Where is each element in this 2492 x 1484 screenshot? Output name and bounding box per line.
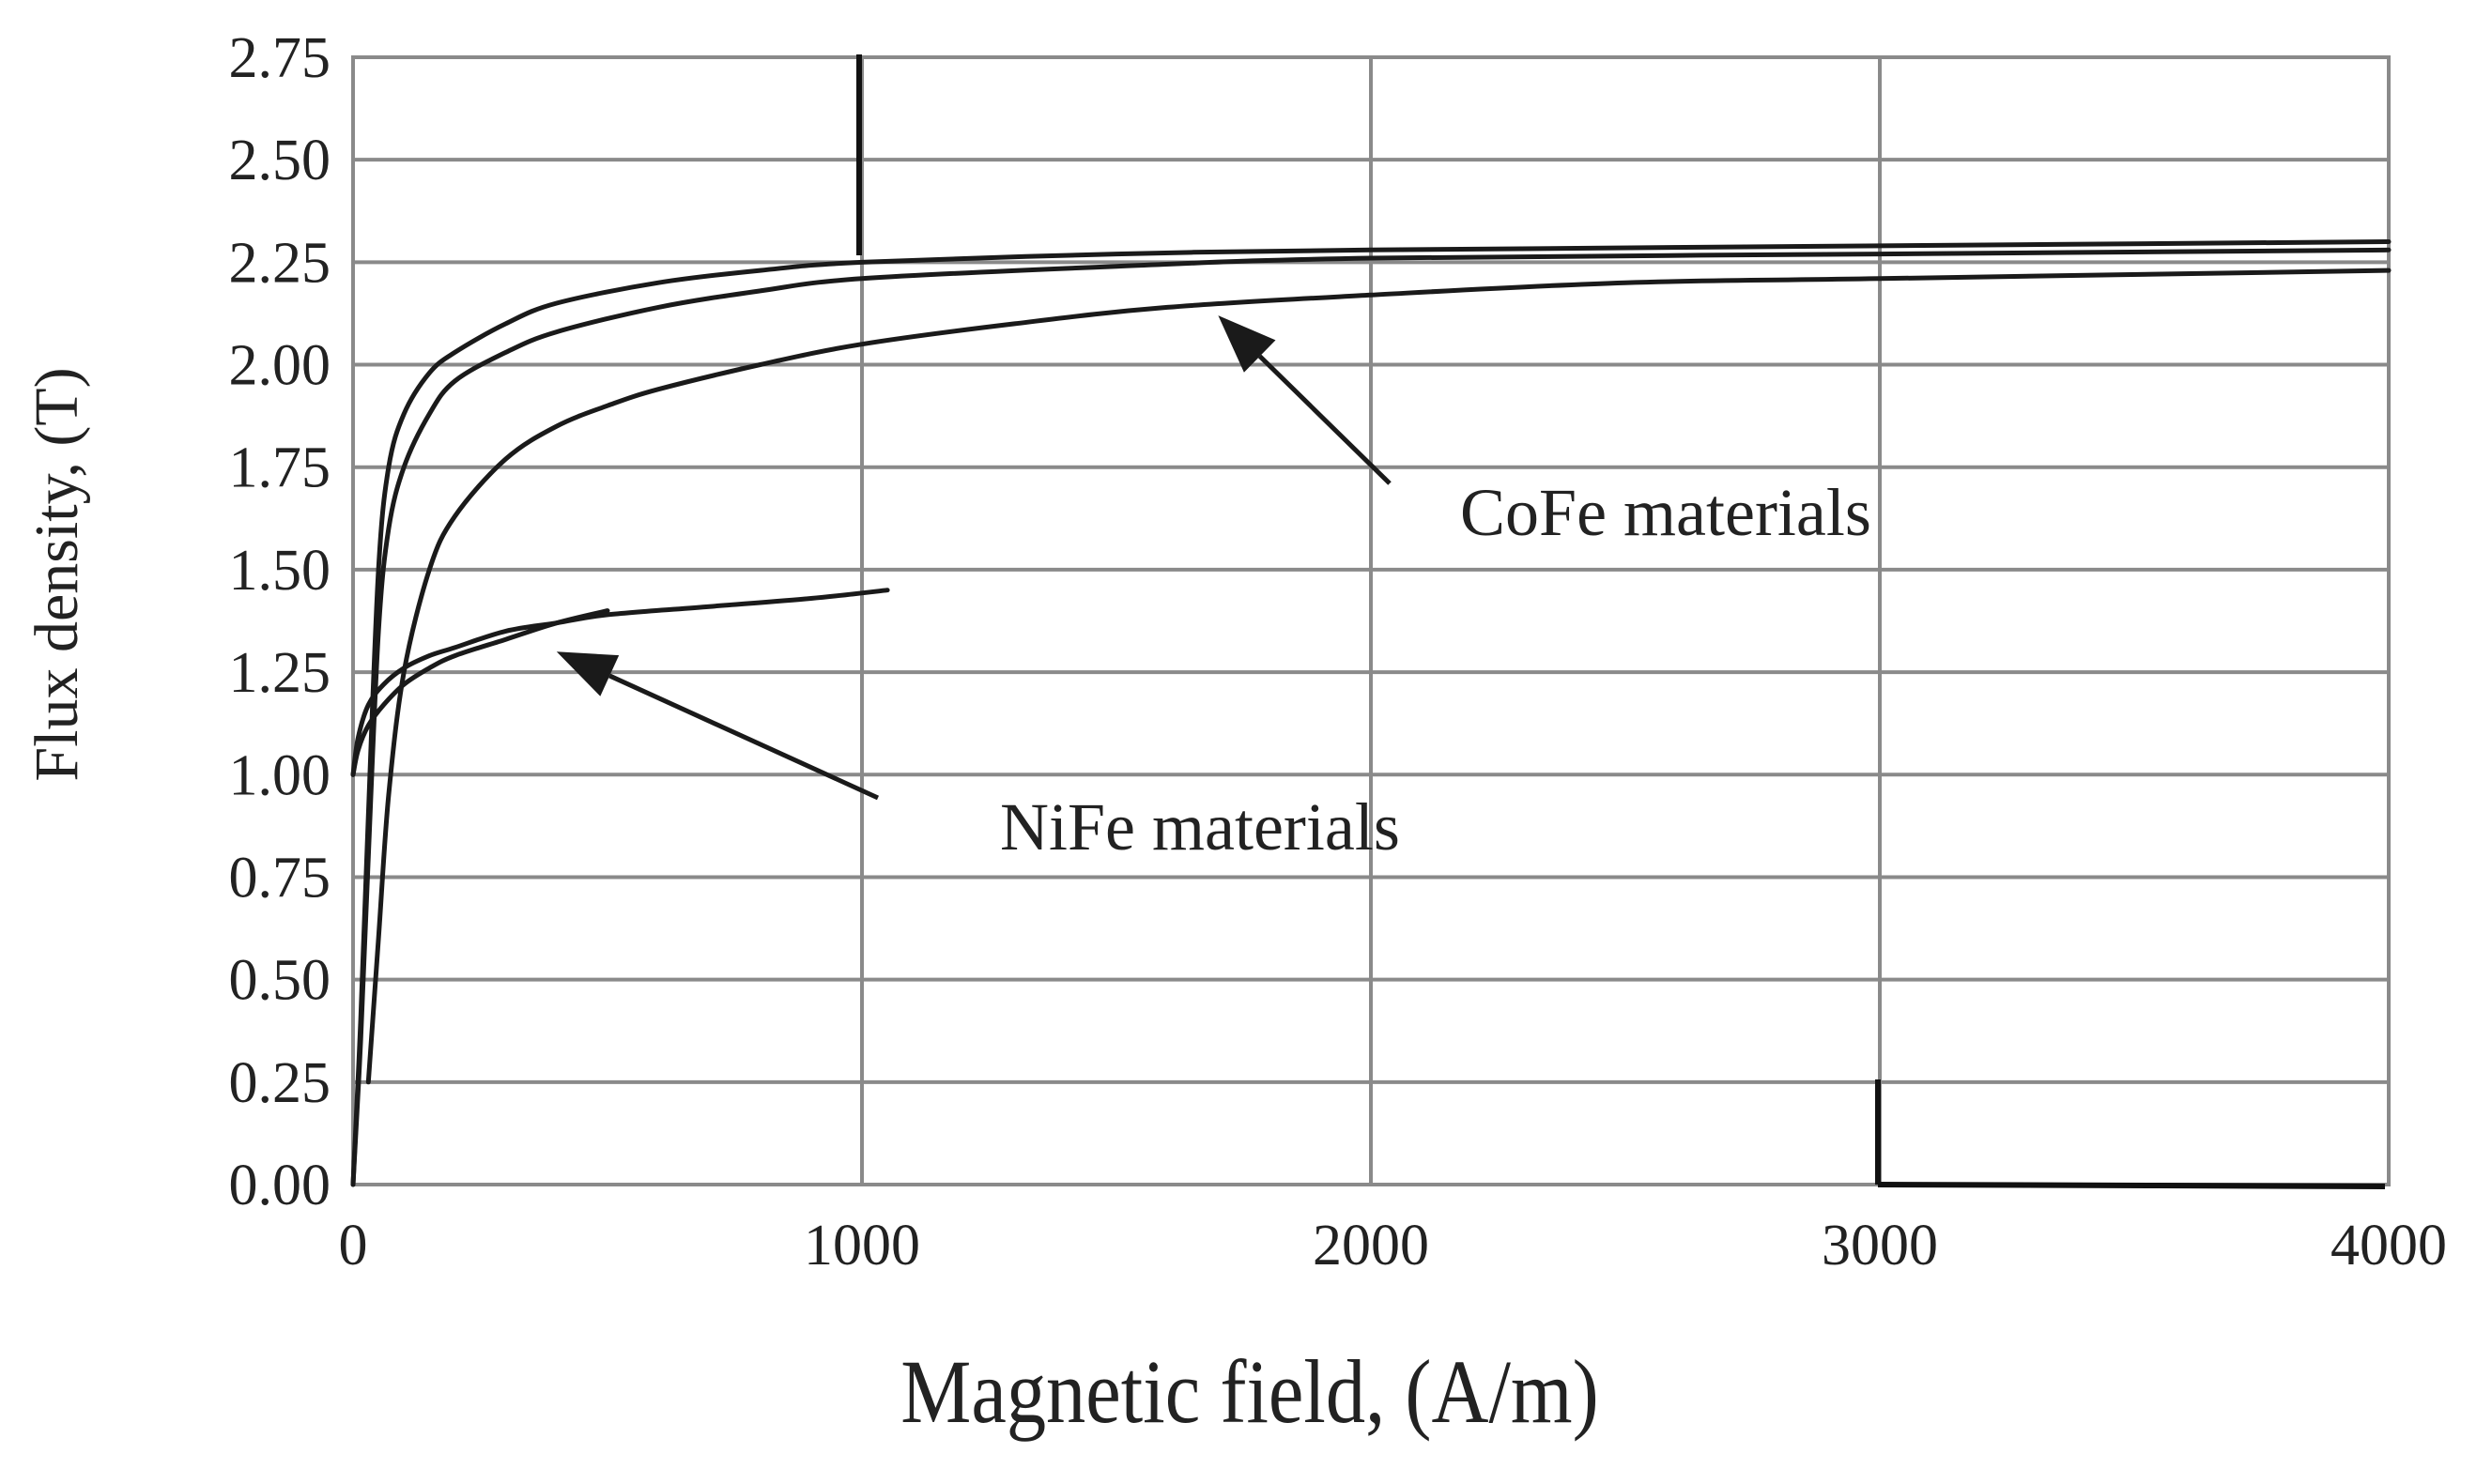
scan-mark-baseline: [1877, 1182, 2386, 1189]
x-tick-label: 0: [339, 1214, 368, 1277]
y-axis-title: Flux density, (T): [23, 367, 91, 781]
x-tick-label: 4000: [2330, 1214, 2447, 1277]
series-line-nife-4: [350, 608, 610, 777]
annotation-arrow-head: [1218, 315, 1276, 373]
x-axis-title: Magnetic field, (A/m): [900, 1341, 1599, 1442]
grid-lines: [351, 55, 2391, 1186]
annotations: CoFe materials NiFe materials: [556, 315, 1871, 864]
y-tick-label: 0.00: [229, 1154, 331, 1217]
x-tick-label: 3000: [1822, 1214, 1938, 1277]
y-tick-label: 1.25: [229, 641, 331, 705]
x-tick-label: 1000: [804, 1214, 920, 1277]
series-line-cofe-2: [350, 247, 2392, 1187]
y-tick-label: 1.00: [229, 743, 331, 807]
annotation-arrow-line: [608, 673, 880, 801]
plot-frame: [351, 55, 2391, 1186]
y-tick-label: 0.75: [229, 846, 331, 910]
tick-labels: 0.00 0.25 0.50 0.75 1.00 1.25 1.50 1.75 2.00 2.25…: [229, 26, 2448, 1277]
series-line-cofe-3: [365, 268, 2392, 1085]
scan-marks: [856, 54, 2386, 1189]
annotation-arrow-head: [556, 651, 620, 696]
y-tick-label: 0.50: [229, 949, 331, 1013]
y-tick-label: 2.50: [229, 129, 331, 192]
y-tick-label: 1.50: [229, 539, 331, 603]
annotation-arrow-line: [1257, 354, 1392, 485]
y-tick-label: 2.25: [229, 231, 331, 295]
x-tick-label: 2000: [1313, 1214, 1429, 1277]
annotation-label: NiFe materials: [1000, 789, 1400, 864]
series-curves: [350, 239, 2392, 1187]
annotation-label: CoFe materials: [1460, 475, 1871, 550]
y-tick-label: 2.00: [229, 334, 331, 398]
y-tick-label: 0.25: [229, 1051, 331, 1115]
series-line-nife-5: [350, 588, 890, 777]
y-tick-label: 1.75: [229, 436, 331, 500]
y-tick-label: 2.75: [229, 26, 331, 90]
